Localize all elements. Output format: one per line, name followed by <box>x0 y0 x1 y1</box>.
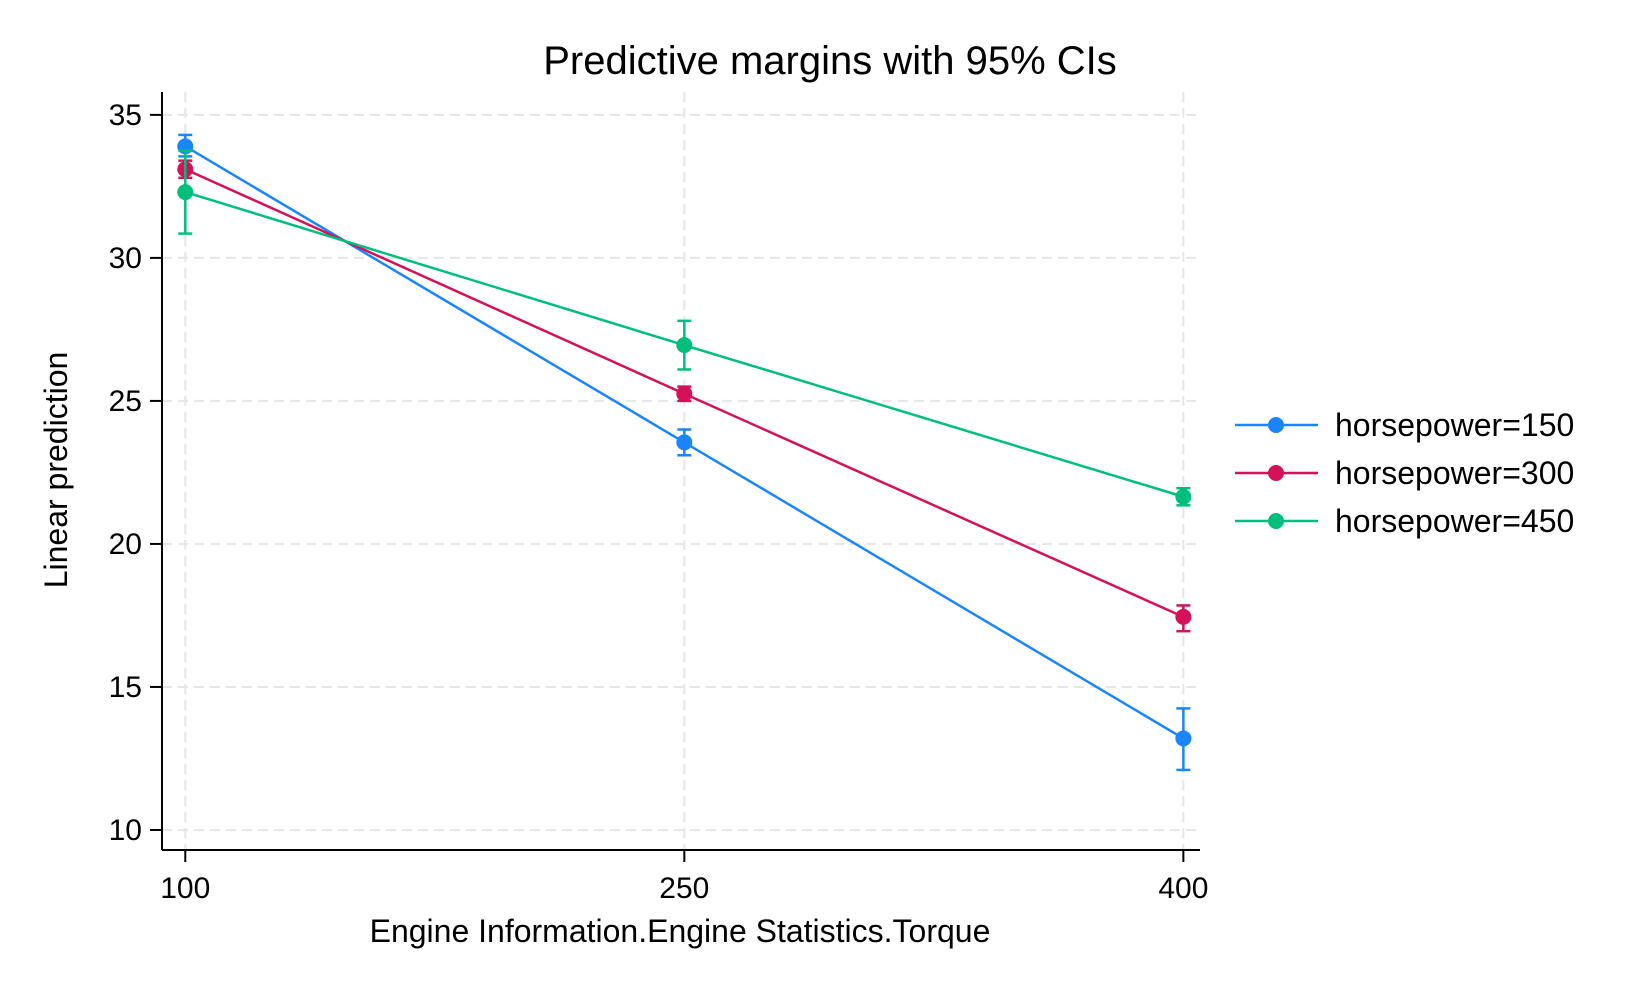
data-point <box>676 434 693 451</box>
chart-title: Predictive margins with 95% CIs <box>543 39 1117 83</box>
y-axis-title: Linear prediction <box>38 352 74 589</box>
x-tick-label: 100 <box>160 872 210 905</box>
y-tick-label: 25 <box>109 385 142 418</box>
data-point <box>1175 488 1192 505</box>
legend-item: horsepower=450 <box>1235 503 1574 539</box>
x-tick-label: 400 <box>1158 872 1208 905</box>
legend-item: horsepower=150 <box>1235 407 1574 443</box>
series-layer <box>177 133 1192 772</box>
legend-item: horsepower=300 <box>1235 455 1574 491</box>
data-point <box>177 184 194 201</box>
legend-label: horsepower=300 <box>1335 455 1574 491</box>
legend: horsepower=150 horsepower=300 horsepower=4… <box>1235 407 1574 539</box>
y-tick-label: 15 <box>109 671 142 704</box>
data-point <box>1175 730 1192 747</box>
legend-marker <box>1268 465 1284 481</box>
y-tick-label: 30 <box>109 242 142 275</box>
data-point <box>676 385 693 402</box>
legend-label: horsepower=450 <box>1335 503 1574 539</box>
series-horsepower-450 <box>177 149 1192 507</box>
y-tick-label: 35 <box>109 99 142 132</box>
grid-lines <box>162 92 1200 850</box>
legend-marker <box>1268 417 1284 433</box>
x-axis-title: Engine Information.Engine Statistics.Tor… <box>370 913 991 949</box>
y-tick-label: 10 <box>109 814 142 847</box>
legend-label: horsepower=150 <box>1335 407 1574 443</box>
y-tick-label: 20 <box>109 528 142 561</box>
data-point <box>676 337 693 354</box>
axes: 10 15 20 25 30 35 100 250 400 <box>109 92 1208 905</box>
x-tick-label: 250 <box>659 872 709 905</box>
data-point <box>1175 608 1192 625</box>
legend-marker <box>1268 513 1284 529</box>
